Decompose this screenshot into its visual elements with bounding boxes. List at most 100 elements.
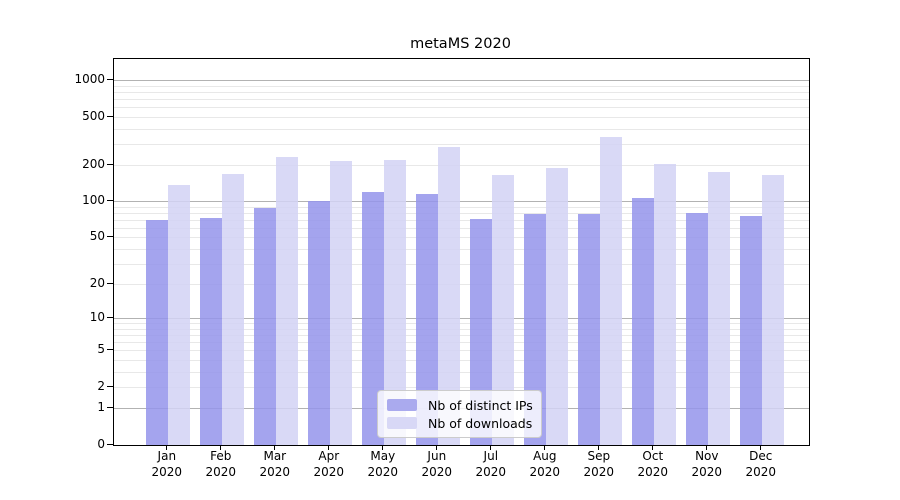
minor-gridline [114, 350, 809, 352]
major-gridline [114, 318, 809, 320]
minor-gridline [114, 206, 809, 208]
y-tick-mark [107, 407, 113, 409]
minor-gridline [114, 143, 809, 145]
bar-distinct-ips-jul [469, 218, 492, 445]
bar-downloads-aug [545, 168, 568, 445]
x-tick-mark [166, 445, 168, 450]
minor-gridline [114, 248, 809, 250]
minor-gridline [114, 213, 809, 214]
x-tick-month: Jul [483, 449, 499, 463]
bar-downloads-apr [329, 161, 352, 445]
legend-label-distinct-ips: Nb of distinct IPs [428, 397, 533, 413]
chart-title: metaMS 2020 [410, 36, 511, 52]
x-tick-label-may: May 2020 [355, 449, 411, 480]
x-tick-month: Dec [749, 449, 773, 463]
minor-gridline [114, 360, 809, 361]
bar-distinct-ips-may [361, 191, 384, 445]
x-tick-mark [328, 445, 330, 450]
bar-downloads-nov [707, 172, 730, 445]
y-tick-mark [107, 283, 113, 285]
minor-gridline [114, 227, 809, 229]
minor-gridline [114, 116, 809, 118]
y-tick-mark [107, 386, 113, 387]
x-tick-year: 2020 [421, 464, 453, 479]
x-tick-mark [760, 445, 762, 450]
y-tick-label: 2 [97, 379, 105, 393]
x-tick-month: May [370, 449, 396, 463]
x-tick-month: Apr [318, 449, 340, 463]
x-tick-label-oct: Oct 2020 [625, 449, 681, 480]
y-tick-mark [107, 115, 113, 117]
x-tick-label-apr: Apr 2020 [301, 449, 357, 480]
x-tick-mark [652, 445, 654, 450]
y-tick-mark [107, 317, 113, 319]
bar-downloads-jan [167, 184, 190, 445]
minor-gridline [114, 371, 809, 373]
x-tick-year: 2020 [259, 464, 291, 479]
x-tick-mark [544, 445, 546, 450]
x-tick-mark [220, 445, 222, 450]
x-tick-label-sep: Sep 2020 [571, 449, 627, 480]
x-tick-mark [436, 445, 438, 450]
x-tick-mark [490, 445, 492, 450]
bar-distinct-ips-jun [415, 194, 438, 445]
y-tick-label: 50 [89, 229, 105, 244]
minor-gridline [114, 329, 809, 330]
bar-downloads-oct [653, 163, 676, 445]
major-gridline [114, 80, 809, 82]
minor-gridline [114, 92, 809, 93]
y-tick-label: 20 [89, 276, 105, 291]
x-tick-year: 2020 [313, 464, 345, 479]
y-tick-label: 5 [97, 342, 105, 357]
x-tick-month: Oct [642, 449, 664, 463]
x-tick-month: Feb [210, 449, 232, 463]
x-tick-year: 2020 [151, 464, 183, 479]
bar-distinct-ips-dec [739, 215, 762, 445]
x-tick-label-feb: Feb 2020 [193, 449, 249, 480]
x-tick-mark [382, 445, 384, 450]
x-tick-mark [598, 445, 600, 450]
minor-gridline [114, 387, 809, 388]
minor-gridline [114, 323, 809, 325]
minor-gridline [114, 128, 809, 130]
x-tick-label-nov: Nov 2020 [679, 449, 735, 480]
x-tick-year: 2020 [475, 464, 507, 479]
legend-item-downloads: Nb of downloads [387, 415, 533, 431]
x-tick-year: 2020 [637, 464, 669, 479]
y-tick-mark [107, 200, 113, 202]
minor-gridline [114, 107, 809, 109]
minor-gridline [114, 342, 809, 344]
bar-downloads-feb [221, 174, 244, 445]
x-tick-label-jan: Jan 2020 [139, 449, 195, 480]
y-tick-label: 200 [82, 157, 105, 171]
bar-downloads-sep [599, 137, 622, 445]
y-tick-label: 0 [97, 437, 105, 451]
y-tick-mark [107, 79, 113, 81]
bar-distinct-ips-nov [685, 213, 708, 445]
x-tick-mark [706, 445, 708, 450]
bar-downloads-may [383, 159, 406, 445]
y-tick-mark [107, 164, 113, 165]
x-tick-month: Sep [587, 449, 611, 463]
y-tick-label: 500 [82, 108, 105, 123]
x-tick-month: Jan [157, 449, 177, 463]
minor-gridline [114, 165, 809, 166]
minor-gridline [114, 219, 809, 221]
y-tick-mark [107, 444, 113, 445]
y-tick-mark [107, 236, 113, 238]
minor-gridline [114, 99, 809, 100]
y-tick-mark [107, 349, 113, 351]
minor-gridline [114, 284, 809, 286]
x-tick-label-dec: Dec 2020 [733, 449, 789, 480]
bar-distinct-ips-jan [145, 219, 168, 445]
y-tick-label: 10 [89, 310, 105, 325]
bar-distinct-ips-oct [631, 197, 654, 445]
y-tick-label: 1000 [74, 72, 105, 87]
minor-gridline [114, 237, 809, 239]
bar-downloads-dec [761, 175, 784, 445]
x-tick-label-jun: Jun 2020 [409, 449, 465, 480]
bar-distinct-ips-aug [523, 213, 546, 445]
x-tick-year: 2020 [367, 464, 399, 479]
x-tick-month: Mar [263, 449, 287, 463]
